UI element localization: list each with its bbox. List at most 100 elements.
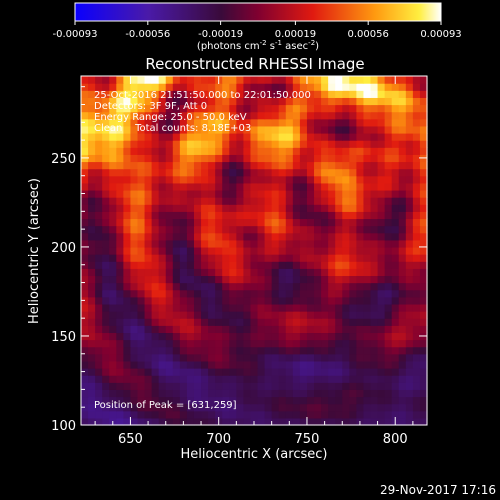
heatmap-cell xyxy=(328,396,336,405)
heatmap-cell xyxy=(158,76,167,84)
heatmap-cell xyxy=(370,104,379,113)
heatmap-cell xyxy=(116,339,124,348)
heatmap-cell xyxy=(271,76,280,84)
heatmap-cell xyxy=(419,275,428,284)
heatmap-cell xyxy=(215,90,223,98)
heatmap-cell xyxy=(278,90,287,98)
heatmap-cell xyxy=(151,104,160,113)
heatmap-cell xyxy=(370,289,379,298)
heatmap-cell xyxy=(370,410,379,419)
heatmap-cell xyxy=(193,211,202,220)
heatmap-cell xyxy=(342,360,350,369)
heatmap-cell xyxy=(335,303,343,312)
heatmap-cell xyxy=(201,132,209,141)
heatmap-cell xyxy=(342,168,350,177)
heatmap-cell xyxy=(109,132,117,141)
heatmap-cell xyxy=(144,168,153,177)
heatmap-cell xyxy=(215,261,223,269)
heatmap-cell xyxy=(179,76,188,84)
heatmap-cell xyxy=(116,239,124,248)
heatmap-cell xyxy=(398,311,407,319)
heatmap-cell xyxy=(405,189,414,198)
heatmap-cell xyxy=(299,83,308,91)
heatmap-cell xyxy=(179,90,188,98)
heatmap-cell xyxy=(137,76,146,84)
heatmap-cell xyxy=(370,239,379,248)
heatmap-cell xyxy=(264,232,273,241)
heatmap-cell xyxy=(412,197,421,205)
heatmap-cell xyxy=(130,204,139,212)
heatmap-cell xyxy=(306,197,315,205)
heatmap-cell xyxy=(370,311,379,319)
heatmap-cell xyxy=(384,353,393,362)
heatmap-cell xyxy=(299,204,308,212)
heatmap-cell xyxy=(398,303,407,312)
heatmap-cell xyxy=(186,339,195,348)
heatmap-cell xyxy=(102,232,110,241)
heatmap-cell xyxy=(95,275,103,284)
heatmap-cell xyxy=(165,389,174,398)
heatmap-cell xyxy=(193,332,202,341)
heatmap-cell xyxy=(391,382,400,390)
heatmap-cell xyxy=(137,303,146,312)
heatmap-cell xyxy=(384,339,393,348)
heatmap-cell xyxy=(264,168,273,177)
heatmap-cell xyxy=(172,197,181,205)
heatmap-cell xyxy=(412,97,421,106)
heatmap-cell xyxy=(356,318,365,326)
heatmap-cell xyxy=(264,239,273,248)
heatmap-cell xyxy=(342,311,350,319)
heatmap-cell xyxy=(250,246,259,255)
heatmap-cell xyxy=(314,275,322,284)
heatmap-cell xyxy=(144,325,153,334)
heatmap-cell xyxy=(335,197,343,205)
heatmap-cell xyxy=(271,189,280,198)
heatmap-cell xyxy=(208,353,216,362)
heatmap-cell xyxy=(158,254,167,262)
heatmap-cell xyxy=(377,417,386,426)
heatmap-cell xyxy=(377,218,386,227)
heatmap-cell xyxy=(123,403,132,412)
heatmap-cell xyxy=(363,189,372,198)
heatmap-cell xyxy=(250,161,259,170)
heatmap-cell xyxy=(306,389,315,398)
heatmap-cell xyxy=(349,311,357,319)
heatmap-cell xyxy=(144,197,153,205)
heatmap-cell xyxy=(398,268,407,277)
heatmap-cell xyxy=(130,275,139,284)
heatmap-cell xyxy=(215,246,223,255)
heatmap-cell xyxy=(186,182,195,191)
heatmap-cell xyxy=(158,246,167,255)
heatmap-cell xyxy=(102,204,110,212)
heatmap-cell xyxy=(363,353,372,362)
heatmap-cell xyxy=(349,140,357,148)
heatmap-cell xyxy=(370,268,379,277)
heatmap-cell xyxy=(328,76,336,84)
heatmap-cell xyxy=(137,396,146,405)
heatmap-cell xyxy=(172,175,181,184)
heatmap-cell xyxy=(356,211,365,220)
heatmap-cell xyxy=(88,318,96,326)
heatmap-cell xyxy=(306,154,315,163)
heatmap-cell xyxy=(243,417,252,426)
heatmap-cell xyxy=(299,303,308,312)
heatmap-cell xyxy=(229,225,237,234)
heatmap-cell xyxy=(172,360,181,369)
heatmap-cell xyxy=(208,254,216,262)
heatmap-cell xyxy=(384,118,393,127)
heatmap-cell xyxy=(321,396,329,405)
heatmap-cell xyxy=(102,182,110,191)
heatmap-cell xyxy=(151,246,160,255)
heatmap-cell xyxy=(236,125,245,134)
heatmap-cell xyxy=(384,303,393,312)
heatmap-cell xyxy=(186,140,195,148)
heatmap-cell xyxy=(151,382,160,390)
heatmap-cell xyxy=(292,254,301,262)
heatmap-cell xyxy=(88,246,96,255)
heatmap-cell xyxy=(130,168,139,177)
heatmap-cell xyxy=(405,90,414,98)
heatmap-cell xyxy=(236,225,245,234)
heatmap-cell xyxy=(222,353,230,362)
heatmap-cell xyxy=(116,246,124,255)
heatmap-cell xyxy=(391,232,400,241)
